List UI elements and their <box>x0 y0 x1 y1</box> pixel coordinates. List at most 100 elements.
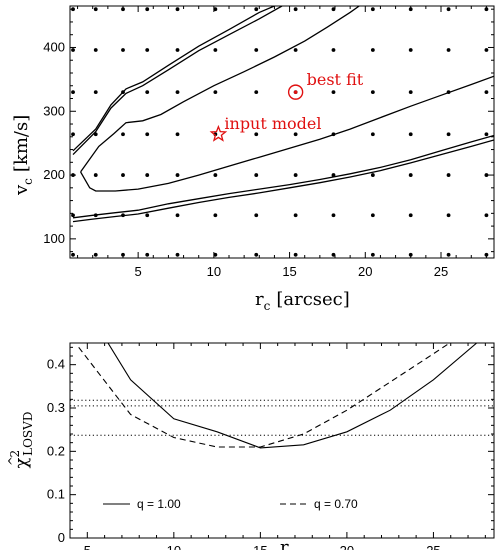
grid-dot-2-10 <box>408 173 413 177</box>
bottom-x-label-main: r <box>280 537 289 550</box>
input-model-star-icon <box>209 124 228 142</box>
grid-dot-1-7 <box>293 213 298 218</box>
grid-dot-0-8 <box>331 252 336 257</box>
grid-dot-1-10 <box>408 213 413 218</box>
bottom-y-tick-label: 0.3 <box>47 400 65 415</box>
bottom-x-axis-label: rc <box>280 537 296 550</box>
grid-dot-3-6 <box>254 132 259 137</box>
grid-dot-4-8 <box>331 90 336 95</box>
grid-dot-2-5 <box>213 173 218 177</box>
grid-dot-2-7 <box>293 173 298 177</box>
grid-dot-3-9 <box>370 132 375 137</box>
grid-dot-6-5 <box>213 7 218 12</box>
bottom-x-tick-label: 15 <box>253 543 267 550</box>
top-plot-frame <box>69 5 495 259</box>
top-x-tick-label: 25 <box>434 264 448 279</box>
grid-dot-6-12 <box>484 7 489 12</box>
contour-inner-left-2 <box>72 6 275 152</box>
grid-dot-5-0 <box>71 48 75 52</box>
bottom-y-tick-label: 0 <box>58 530 65 545</box>
top-panel: best fit input model 5 10 15 20 25 100 200 300 40… <box>11 5 495 313</box>
grid-dot-1-11 <box>446 213 451 218</box>
grid-dot-3-10 <box>408 132 413 137</box>
grid-dot-6-4 <box>175 7 180 12</box>
top-x-label-main: r <box>255 289 264 310</box>
top-y-tick-label: 400 <box>43 39 65 54</box>
grid-dot-2-3 <box>145 173 150 177</box>
grid-dot-1-9 <box>370 213 375 218</box>
grid-dot-5-7 <box>293 48 298 52</box>
grid-dot-3-0 <box>71 132 75 137</box>
grid-dot-4-1 <box>93 90 98 95</box>
grid-dot-2-8 <box>331 173 336 177</box>
contour-outer-right-2 <box>72 139 494 223</box>
legend-label-q100: q = 1.00 <box>137 497 181 511</box>
grid-dot-5-8 <box>331 48 336 52</box>
grid-dot-1-8 <box>331 213 336 218</box>
grid-dot-0-5 <box>213 252 218 257</box>
grid-dot-0-1 <box>93 252 98 257</box>
grid-dot-6-1 <box>93 7 98 12</box>
bottom-panel: 5 10 15 20 25 0 0.1 0.2 0.3 0.4 q = 1.00 q = 0.70… <box>6 342 495 550</box>
bottom-tick-labels: 5 10 15 20 25 0 0.1 0.2 0.3 0.4 <box>47 357 441 550</box>
grid-dot-3-11 <box>446 132 451 137</box>
bottom-legend: q = 1.00 q = 0.70 <box>103 497 358 511</box>
top-tick-labels: 5 10 15 20 25 100 200 300 400 <box>43 39 448 279</box>
bottom-ticks <box>70 343 494 539</box>
grid-dot-2-4 <box>175 173 180 177</box>
grid-dot-0-12 <box>484 252 489 257</box>
top-y-tick-label: 100 <box>43 231 65 246</box>
grid-dot-5-3 <box>145 48 150 52</box>
grid-dot-0-2 <box>121 252 125 257</box>
grid-dot-1-5 <box>213 213 218 218</box>
grid-dot-4-12 <box>484 90 489 95</box>
best-fit-label: best fit <box>307 70 364 89</box>
grid-dot-0-3 <box>145 252 150 257</box>
grid-dot-4-5 <box>213 90 218 95</box>
svg-text:χ2LOSVD: χ2LOSVD <box>8 412 35 469</box>
top-y-axis-label: vc [km/s] <box>11 115 35 196</box>
grid-dot-1-12 <box>484 213 489 218</box>
grid-dot-6-8 <box>331 7 336 12</box>
grid-dot-5-1 <box>93 48 98 52</box>
top-x-tick-label: 10 <box>207 264 221 279</box>
bottom-threshold-lines <box>70 399 494 436</box>
bottom-y-tick-label: 0.4 <box>47 357 65 372</box>
grid-dot-2-11 <box>446 173 451 177</box>
top-y-label-unit: [km/s] <box>11 115 32 172</box>
grid-dot-6-7 <box>293 7 298 12</box>
grid-dot-6-11 <box>446 7 451 12</box>
grid-dot-5-5 <box>213 48 218 52</box>
bottom-y-label-sup: 2 <box>8 450 22 458</box>
grid-dot-0-0 <box>71 252 75 257</box>
legend-label-q070: q = 0.70 <box>314 497 358 511</box>
grid-dot-4-4 <box>175 90 180 95</box>
bottom-x-tick-label: 20 <box>340 543 354 550</box>
grid-dot-5-10 <box>408 48 413 52</box>
contour-inner-right <box>80 75 494 192</box>
grid-dot-1-3 <box>145 213 150 218</box>
grid-dot-3-12 <box>484 132 489 137</box>
grid-dot-6-6 <box>254 7 259 12</box>
bottom-y-tick-label: 0.2 <box>47 443 65 458</box>
best-fit-marker-dot <box>293 90 298 94</box>
grid-dot-1-6 <box>254 213 259 218</box>
top-y-label-sub: c <box>21 178 35 185</box>
grid-dot-0-11 <box>446 252 451 257</box>
grid-dot-2-1 <box>93 173 98 177</box>
top-x-tick-label: 15 <box>282 264 296 279</box>
grid-dot-4-9 <box>370 90 375 95</box>
top-x-label-sub: c <box>264 299 271 313</box>
bottom-x-label-sub: c <box>289 547 296 550</box>
top-y-tick-label: 200 <box>43 167 65 182</box>
grid-dot-6-10 <box>408 7 413 12</box>
grid-dot-0-7 <box>293 252 298 257</box>
grid-dot-3-7 <box>293 132 298 137</box>
best-fit-marker-ring <box>287 84 304 100</box>
grid-dot-5-11 <box>446 48 451 52</box>
grid-dot-1-0 <box>71 213 75 218</box>
grid-dot-5-2 <box>121 48 125 52</box>
series-line-q070 <box>78 343 451 448</box>
bottom-y-label-sub: LOSVD <box>21 412 35 456</box>
